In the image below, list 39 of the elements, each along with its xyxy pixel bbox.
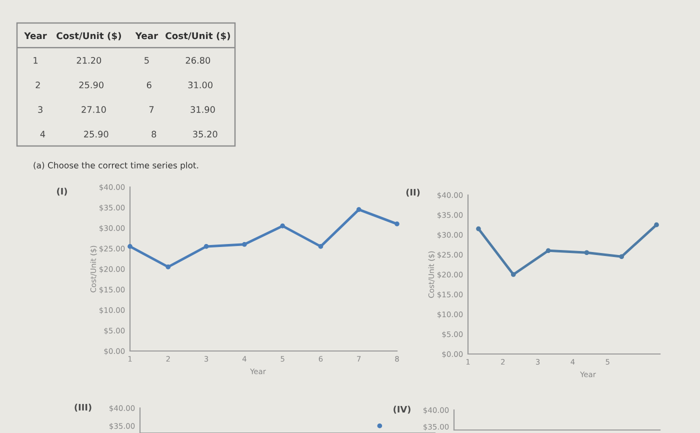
point (204, 244, 209, 249)
point (584, 250, 590, 256)
text: 6 (146, 82, 152, 88)
point (654, 222, 659, 228)
text: 25.90 (84, 130, 108, 138)
text: Cost/Unit ($) (166, 32, 230, 40)
point (318, 244, 324, 249)
text: Year (135, 32, 158, 40)
text: 31.90 (190, 106, 215, 113)
text: Cost/Unit ($) (56, 32, 121, 40)
point (280, 224, 285, 228)
point (510, 272, 516, 277)
text: 31.00 (188, 82, 212, 88)
chart-title: (III) (74, 404, 92, 412)
chart-title: (I) (57, 188, 67, 196)
text: 4 (40, 130, 46, 138)
text: 3 (38, 106, 42, 113)
text: 2 (36, 82, 40, 88)
point (128, 244, 132, 249)
text: 25.90 (79, 82, 104, 88)
text: 5 (144, 57, 149, 64)
point (166, 264, 171, 270)
point (476, 226, 481, 232)
chart-title: (II) (406, 188, 420, 197)
point (356, 207, 362, 212)
chart-title: (IV) (394, 406, 410, 414)
point (242, 242, 247, 247)
text: 35.20 (193, 130, 218, 138)
text: 27.10 (82, 106, 106, 113)
text: Year (24, 32, 47, 40)
text: 1 (34, 57, 38, 64)
text: (a) Choose the correct time series plot. (34, 162, 198, 170)
point (546, 248, 551, 254)
text: 8 (152, 130, 156, 138)
text: 26.80 (186, 56, 210, 64)
text: 21.20 (76, 56, 102, 64)
text: 7 (149, 106, 154, 113)
point (619, 254, 624, 260)
point (394, 221, 400, 226)
